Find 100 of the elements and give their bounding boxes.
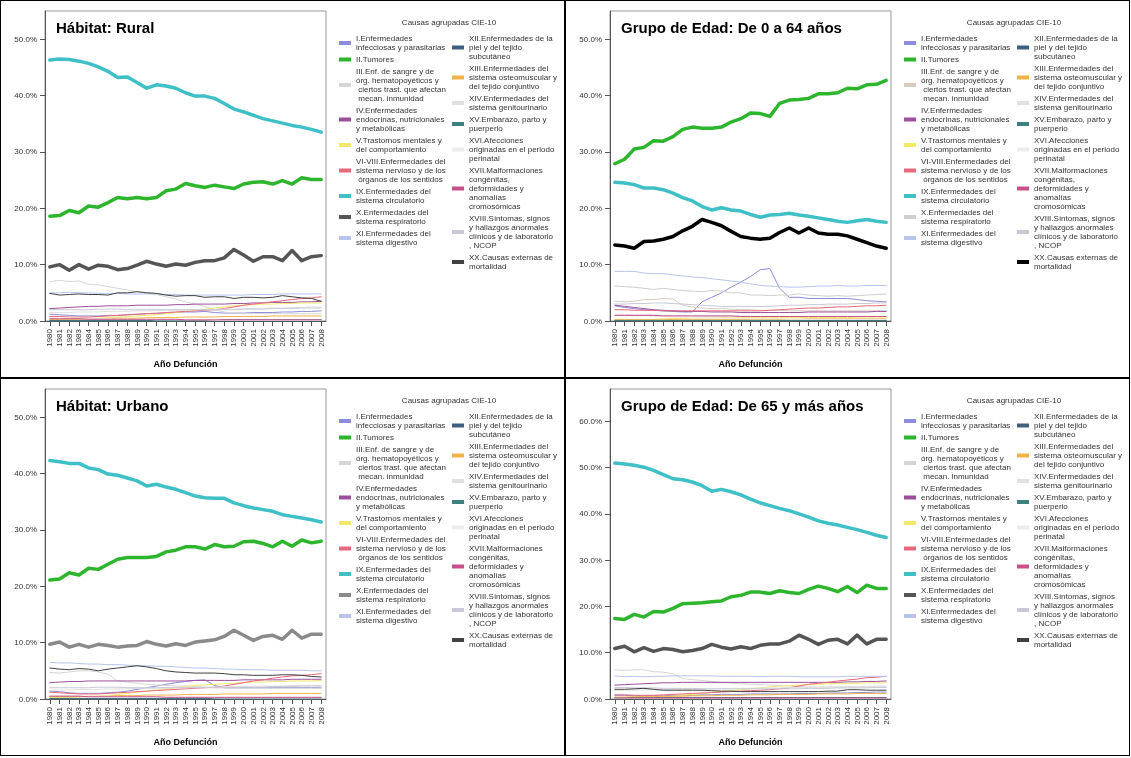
- y-tick-label: 20.0%: [14, 581, 37, 591]
- x-tick-label: 2004: [842, 328, 852, 347]
- legend-label: XVI.Afecciones originadas en el periodo perinatal: [469, 514, 557, 541]
- legend-label: XX.Causas externas de mortalidad: [469, 253, 556, 271]
- x-tick-label: 2002: [258, 706, 268, 725]
- x-tick-label: 1999: [229, 706, 239, 725]
- x-tick-label: 1980: [45, 706, 55, 725]
- x-tick-label: 1996: [200, 706, 210, 725]
- x-tick-label: 2002: [823, 706, 833, 725]
- legend-title: Causas agrupadas CIE-10: [401, 395, 497, 405]
- legend-label: XX.Causas externas de mortalidad: [1034, 631, 1121, 649]
- text: Grupo de Edad: De 65 y más años: [621, 397, 864, 414]
- x-tick-label: 1987: [113, 328, 123, 347]
- x-tick-label: 1998: [784, 328, 794, 347]
- x-tick-label: 2007: [306, 328, 316, 347]
- x-tick-label: 1983: [639, 706, 649, 725]
- legend-label: XIII.Enfermedades del sistema osteomuscular y del tejido conjuntivo: [469, 442, 560, 469]
- y-tick-label: 20.0%: [579, 601, 602, 611]
- x-tick-label: 1987: [113, 706, 123, 725]
- x-tick-label: 1991: [716, 328, 726, 347]
- legend-title: Causas agrupadas CIE-10: [966, 17, 1062, 27]
- legend-label: XII.Enfermedades de la piel y del tejido subcutáneo: [469, 34, 555, 61]
- legend-label: XVIII.Síntomas, signos y hallazgos anormales clínicos y de laboratorio, NCOP: [469, 214, 554, 250]
- legend-label: XI.Enfermedades del sistema digestivo: [356, 607, 433, 625]
- x-tick-label: 1995: [190, 706, 200, 725]
- x-tick-label: 2000: [239, 328, 249, 347]
- x-tick-label: 1983: [639, 328, 649, 347]
- legend-label: IV.Enfermedades endocrinas, nutricionales y metabólicas: [921, 106, 1012, 133]
- y-tick-label: 50.0%: [579, 463, 602, 473]
- x-tick-label: 1987: [678, 706, 688, 725]
- x-tick-label: 2002: [823, 328, 833, 347]
- legend-label: X.Enfermedades del sistema respiratorio: [356, 586, 431, 604]
- legend-label: III.Enf. de sangre y de órg. hematopoyéticos y ciertos trast. que afectan mecan. inmunidad: [356, 445, 446, 481]
- legend-label: II.Tumores: [921, 55, 959, 64]
- x-tick-label: 1987: [678, 328, 688, 347]
- x-tick-label: 1992: [161, 328, 171, 347]
- x-tick-label: 2008: [881, 328, 891, 347]
- x-tick-label: 1997: [210, 328, 220, 347]
- x-tick-label: 2001: [813, 328, 823, 347]
- legend-label: XIII.Enfermedades del sistema osteomuscular y del tejido conjuntivo: [469, 64, 560, 91]
- x-tick-label: 1990: [142, 706, 152, 725]
- x-tick-label: 1996: [200, 328, 210, 347]
- x-tick-label: 1998: [219, 328, 229, 347]
- x-tick-label: 1984: [84, 328, 94, 347]
- x-tick-label: 1988: [122, 706, 132, 725]
- legend-label: XX.Causas externas de mortalidad: [469, 631, 556, 649]
- x-tick-label: 1985: [658, 328, 668, 347]
- x-axis-title: Año Defunción: [718, 736, 783, 747]
- x-tick-label: 1981: [620, 328, 630, 347]
- y-tick-label: 40.0%: [579, 509, 602, 519]
- x-tick-label: 2006: [297, 328, 307, 347]
- x-tick-label: 2008: [316, 706, 326, 725]
- text: Grupo de Edad: De 0 a 64 años: [621, 19, 842, 36]
- x-tick-label: 1982: [629, 706, 639, 725]
- x-tick-label: 1994: [746, 706, 755, 725]
- x-tick-label: 1981: [55, 706, 65, 725]
- x-tick-label: 1996: [765, 328, 775, 347]
- x-tick-label: 2001: [248, 706, 258, 725]
- legend-label: III.Enf. de sangre y de órg. hematopoyéticos y ciertos trast. que afectan mecan. inmunidad: [356, 67, 446, 103]
- legend-label: IV.Enfermedades endocrinas, nutricionales y metabólicas: [356, 106, 447, 133]
- y-tick-label: 20.0%: [14, 203, 37, 213]
- legend-label: XX.Causas externas de mortalidad: [1034, 253, 1121, 271]
- y-tick-label: 30.0%: [579, 147, 602, 157]
- x-tick-label: 1982: [629, 328, 639, 347]
- legend-label: X.Enfermedades del sistema respiratorio: [921, 208, 996, 226]
- x-tick-label: 2004: [277, 706, 287, 725]
- x-tick-label: 2007: [871, 706, 881, 725]
- x-tick-label: 2008: [881, 706, 891, 725]
- y-tick-label: 10.0%: [14, 260, 37, 270]
- x-tick-label: 2004: [842, 706, 852, 725]
- x-tick-label: 2005: [852, 706, 862, 725]
- y-tick-label: 10.0%: [14, 638, 37, 648]
- y-tick-label: 0.0%: [18, 316, 37, 326]
- legend-label: XIII.Enfermedades del sistema osteomuscular y del tejido conjuntivo: [1034, 442, 1125, 469]
- x-tick-label: 1985: [93, 328, 103, 347]
- x-tick-label: 1993: [736, 328, 746, 347]
- legend-label: I.Enfermedades infecciosas y parasitarias: [356, 34, 446, 52]
- legend-label: XIV.Enfermedades del sistema genitourinario: [1034, 472, 1116, 490]
- x-tick-label: 1990: [707, 328, 717, 347]
- x-tick-label: 1997: [210, 706, 220, 725]
- x-tick-label: 1986: [103, 328, 113, 347]
- y-tick-label: 50.0%: [579, 34, 602, 44]
- x-axis-title: Año Defunción: [153, 736, 218, 747]
- x-tick-label: 1990: [707, 706, 717, 725]
- x-tick-label: 1991: [151, 328, 161, 347]
- legend-label: VI-VIII.Enfermedades del sistema nervioso y de los órganos de los sentidos: [921, 535, 1013, 562]
- legend-label: III.Enf. de sangre y de órg. hematopoyéticos y ciertos trast. que afectan mecan. inmunidad: [921, 445, 1011, 481]
- x-tick-label: 2006: [862, 706, 872, 725]
- x-tick-label: 1997: [775, 706, 785, 725]
- x-tick-label: 2000: [804, 706, 814, 725]
- legend-label: XV.Embarazo, parto y puerperio: [469, 115, 549, 133]
- x-tick-label: 1989: [697, 706, 707, 725]
- legend-label: XII.Enfermedades de la piel y del tejido subcutáneo: [1034, 412, 1120, 439]
- y-tick-label: 60.0%: [579, 416, 602, 426]
- x-tick-label: 1986: [668, 706, 678, 725]
- legend-label: XVI.Afecciones originadas en el periodo perinatal: [1034, 514, 1122, 541]
- x-tick-label: 1999: [794, 328, 804, 347]
- x-axis-title: Año Defunción: [718, 358, 783, 369]
- x-tick-label: 2000: [804, 328, 814, 347]
- x-tick-label: 1983: [74, 706, 84, 725]
